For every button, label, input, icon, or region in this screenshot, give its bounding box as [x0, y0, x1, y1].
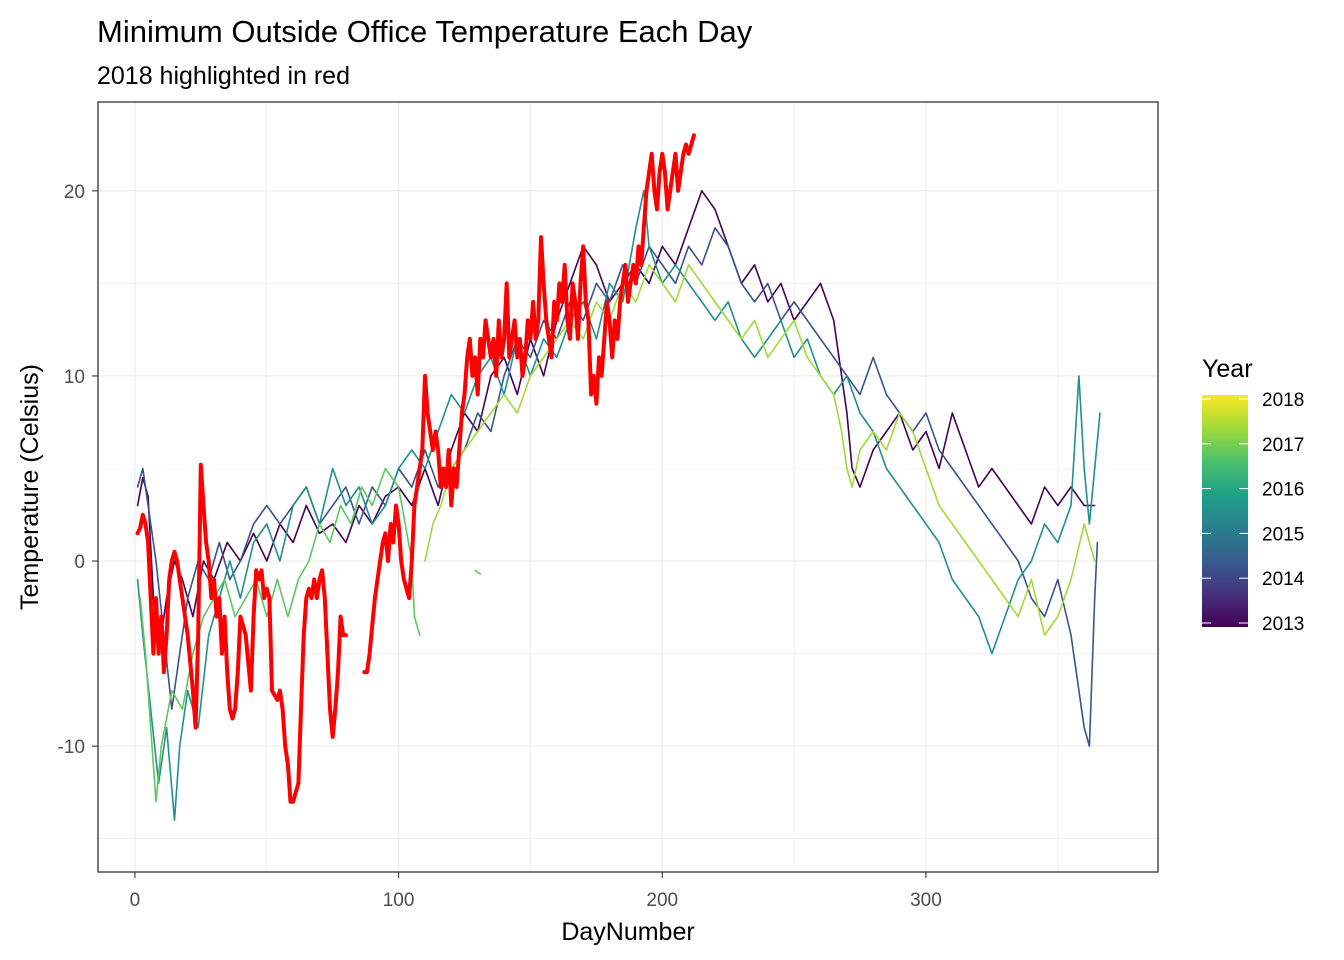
series-line-2016 [474, 569, 482, 575]
x-tick-label: 300 [910, 890, 942, 911]
series-line-2014 [136, 227, 1099, 747]
y-tick-label: 10 [64, 367, 85, 388]
series-line-2016 [139, 467, 421, 803]
series-line-2018 [362, 133, 696, 675]
grid [98, 102, 1158, 872]
series-line-2015 [136, 190, 1101, 821]
y-tick-label: 20 [64, 182, 85, 203]
chart-title: Minimum Outside Office Temperature Each … [97, 14, 753, 49]
legend-label: 2017 [1262, 435, 1304, 456]
y-tick-label: 0 [74, 552, 85, 573]
y-axis: -10 0 10 20 [58, 182, 98, 758]
series-line-2013 [136, 190, 1096, 655]
chart-subtitle: 2018 highlighted in red [97, 62, 350, 90]
plot-border [97, 101, 1159, 873]
y-axis-title: Temperature (Celsius) [16, 364, 44, 610]
series-layer [135, 133, 1101, 821]
x-tick-label: 0 [130, 890, 141, 911]
legend-colorbar [1202, 395, 1248, 627]
legend-label: 2014 [1262, 569, 1305, 590]
legend-ticks: 2018 2017 2016 2015 2014 2013 [1202, 390, 1305, 635]
legend-label: 2016 [1262, 480, 1304, 501]
legend-label: 2018 [1262, 390, 1304, 411]
series-line-2018 [135, 462, 348, 804]
x-axis-title: DayNumber [561, 918, 694, 946]
x-tick-label: 100 [383, 890, 415, 911]
x-axis: 0 100 200 300 [130, 872, 942, 911]
y-tick-label: -10 [58, 737, 85, 758]
legend-title: Year [1202, 355, 1253, 383]
x-tick-label: 200 [646, 890, 678, 911]
series-line-2017 [424, 264, 1096, 636]
plot-panel [98, 102, 1158, 872]
legend-label: 2015 [1262, 524, 1304, 545]
legend-label: 2013 [1262, 614, 1304, 635]
